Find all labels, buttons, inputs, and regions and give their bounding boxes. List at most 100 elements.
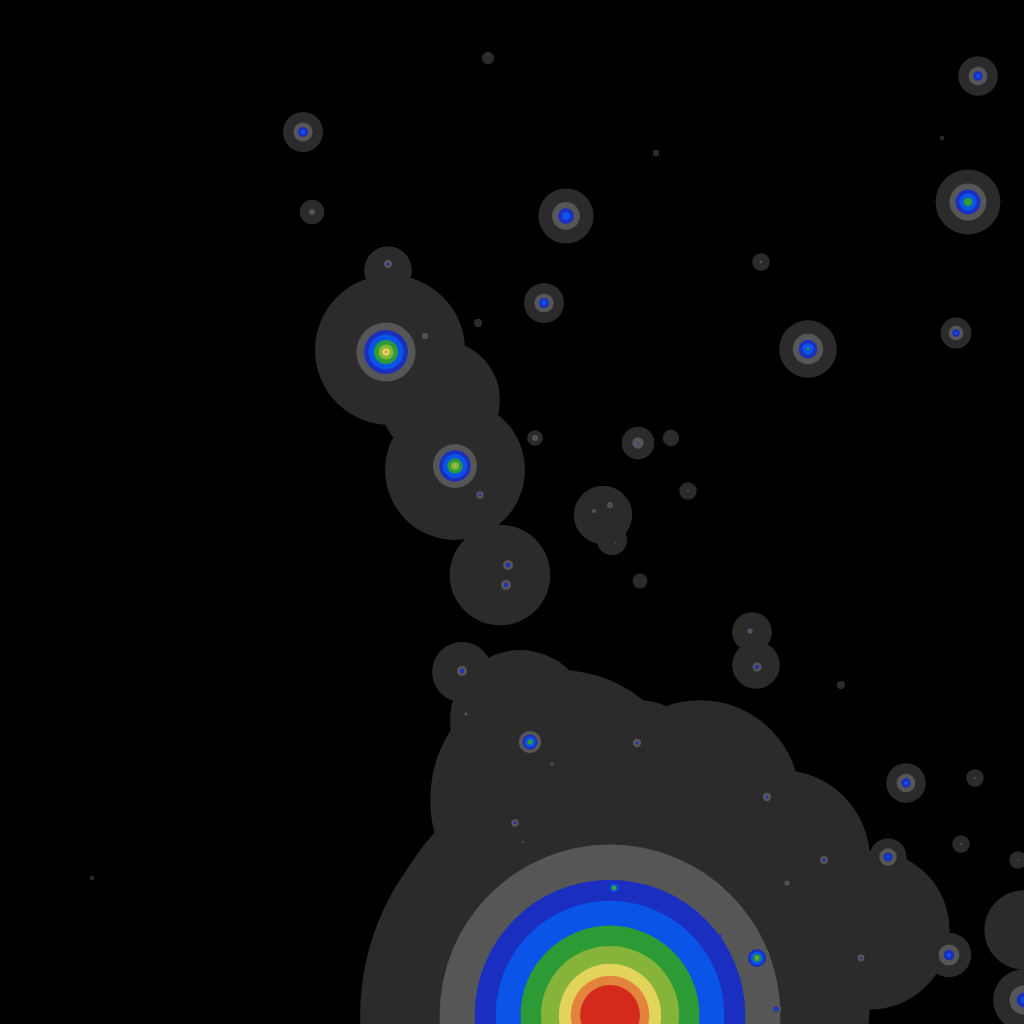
- contour-level: [927, 933, 971, 977]
- contour-level: [884, 853, 893, 862]
- contour-level: [360, 765, 860, 1024]
- contour-level: [541, 946, 679, 1024]
- contour-level: [417, 328, 433, 344]
- contour-level: [464, 712, 467, 715]
- contour-level: [503, 560, 513, 570]
- contour-level: [542, 301, 547, 306]
- contour-level: [522, 841, 524, 843]
- contour-level: [384, 260, 392, 268]
- contour-map: [0, 0, 1024, 1024]
- contour-level: [949, 326, 964, 341]
- contour-level: [451, 660, 473, 682]
- contour-level: [786, 882, 787, 883]
- contour-level: [443, 454, 467, 478]
- contour-level: [807, 348, 810, 351]
- contour-level: [507, 564, 508, 565]
- contour-level: [743, 624, 757, 638]
- contour-level: [814, 850, 834, 870]
- contour-level: [886, 855, 890, 859]
- level-4: [374, 198, 972, 1024]
- contour-level: [608, 882, 620, 894]
- contour-level: [815, 950, 825, 960]
- contour-level: [527, 739, 532, 744]
- contour-level: [506, 563, 510, 567]
- contour-level: [451, 462, 459, 470]
- contour-level: [952, 835, 969, 852]
- contour-level: [750, 951, 763, 964]
- contour-level: [496, 901, 725, 1024]
- contour-level: [476, 491, 483, 498]
- contour-level: [747, 628, 752, 633]
- contour-level: [753, 954, 760, 961]
- contour-level: [461, 670, 462, 671]
- contour-level: [378, 254, 398, 274]
- contour-level: [897, 774, 916, 793]
- contour-level: [752, 253, 770, 271]
- level-3: [301, 74, 1024, 1024]
- contour-level: [901, 778, 910, 787]
- contour-level: [539, 298, 549, 308]
- contour-level: [886, 763, 926, 803]
- contour-level: [632, 437, 643, 448]
- contour-level: [385, 351, 387, 353]
- contour-level: [756, 957, 759, 960]
- contour-level: [941, 318, 972, 349]
- contour-level: [663, 430, 680, 447]
- contour-level: [784, 880, 789, 885]
- contour-level: [378, 344, 393, 359]
- contour-level: [382, 348, 389, 355]
- contour-level: [283, 112, 323, 152]
- contour-level: [529, 741, 531, 743]
- contour-level: [613, 887, 615, 889]
- contour-level: [588, 505, 601, 518]
- contour-level: [964, 198, 973, 207]
- contour-level: [524, 283, 564, 323]
- contour-level: [765, 795, 768, 798]
- contour-level: [514, 822, 517, 825]
- contour-level: [461, 709, 471, 719]
- contour-level: [552, 202, 580, 230]
- contour-level: [547, 759, 557, 769]
- contour-level: [298, 127, 308, 137]
- contour-level: [852, 949, 869, 966]
- contour-level: [1009, 851, 1024, 868]
- level-1: [293, 67, 1024, 1024]
- contour-level: [525, 737, 535, 747]
- contour-level: [959, 193, 976, 210]
- contour-level: [460, 669, 464, 673]
- contour-level: [763, 793, 771, 801]
- contour-level: [984, 890, 1024, 969]
- contour-level: [511, 819, 518, 826]
- contour-level: [955, 332, 958, 335]
- contour-level: [718, 934, 722, 938]
- contour-level: [534, 293, 553, 312]
- contour-level: [610, 884, 619, 893]
- contour-level: [511, 723, 550, 762]
- contour-level: [523, 735, 538, 750]
- contour-level: [497, 554, 519, 576]
- level-2: [298, 71, 1024, 1024]
- contour-level: [756, 666, 757, 667]
- contour-level: [301, 130, 306, 135]
- contour-level: [607, 502, 613, 508]
- contour-level: [374, 340, 398, 364]
- contour-level: [773, 1006, 778, 1011]
- contour-level: [592, 509, 596, 513]
- contour-level: [622, 427, 655, 460]
- contour-level: [822, 858, 825, 861]
- contour-level: [527, 430, 543, 446]
- contour-level: [679, 482, 696, 499]
- contour-level: [775, 1008, 777, 1010]
- contour-level: [952, 329, 959, 336]
- contour-level: [799, 340, 817, 358]
- contour-level: [633, 739, 641, 747]
- contour-level: [974, 777, 976, 779]
- contour-level: [904, 781, 908, 785]
- contour-level: [424, 335, 425, 336]
- contour-level: [293, 122, 312, 141]
- contour-level: [300, 200, 324, 224]
- contour-level: [732, 641, 780, 689]
- contour-level: [858, 955, 865, 962]
- contour-level: [879, 848, 896, 865]
- contour-level: [495, 574, 517, 596]
